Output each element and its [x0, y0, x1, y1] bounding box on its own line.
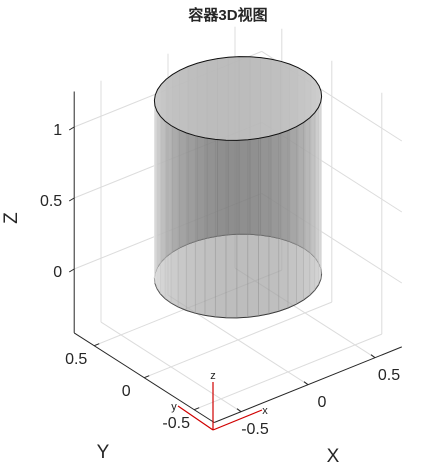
cylinder-side: [170, 124, 179, 308]
cylinder-top: [153, 56, 323, 141]
y-tick-label: 0.5: [65, 351, 87, 368]
cylinder-side: [309, 111, 316, 296]
chart-title: 容器3D视图: [187, 6, 267, 24]
cylinder-side: [296, 121, 304, 305]
x-tick: [303, 381, 309, 386]
z-tick-label: 0: [53, 264, 62, 281]
cylinder-side: [258, 136, 270, 317]
y-tick-label: 0: [122, 383, 131, 400]
cylinder-side: [204, 137, 216, 318]
x-tick: [370, 354, 376, 359]
triad-axis: [177, 405, 214, 431]
x-axis-label: X: [327, 446, 340, 467]
cylinder-side: [236, 139, 249, 319]
triad-axis: [212, 409, 263, 431]
z-tick: [68, 268, 75, 273]
z-tick: [68, 126, 75, 131]
cylinder-side: [318, 101, 322, 286]
triad-label: x: [262, 405, 268, 417]
cylinder-side: [164, 120, 172, 304]
x-tick-label: 0: [318, 394, 327, 411]
y-axis-label: Y: [97, 442, 110, 463]
x-tick-label: 0.5: [378, 367, 400, 384]
grid-line: [194, 333, 382, 411]
grid-line: [144, 301, 332, 379]
cylinder-side: [194, 135, 206, 316]
cylinder-side: [314, 106, 319, 292]
cylinder-side: [214, 139, 227, 319]
z-tick-label: 0.5: [40, 193, 62, 210]
y-tick-label: -0.5: [162, 415, 190, 432]
cylinder-side: [156, 110, 161, 295]
cylinder-side: [268, 133, 280, 315]
z-axis-label: Z: [1, 212, 22, 224]
z-tick: [68, 197, 75, 202]
cylinder-side: [160, 115, 166, 300]
triad-label: z: [210, 370, 216, 382]
y-tick: [194, 407, 200, 411]
cylinder-side: [177, 128, 187, 311]
cylinder-side: [303, 117, 311, 301]
cylinder-side: [185, 132, 196, 314]
x-tick-label: -0.5: [241, 421, 269, 438]
y-tick: [144, 375, 150, 379]
cylinder-side: [247, 138, 259, 318]
z-tick-label: 1: [53, 122, 62, 139]
cylinder-side: [278, 130, 289, 312]
cylinder-side: [287, 126, 297, 309]
triad-label: y: [171, 401, 177, 413]
cylinder-side: [225, 139, 238, 319]
y-tick: [94, 343, 100, 347]
x-tick: [236, 408, 242, 413]
